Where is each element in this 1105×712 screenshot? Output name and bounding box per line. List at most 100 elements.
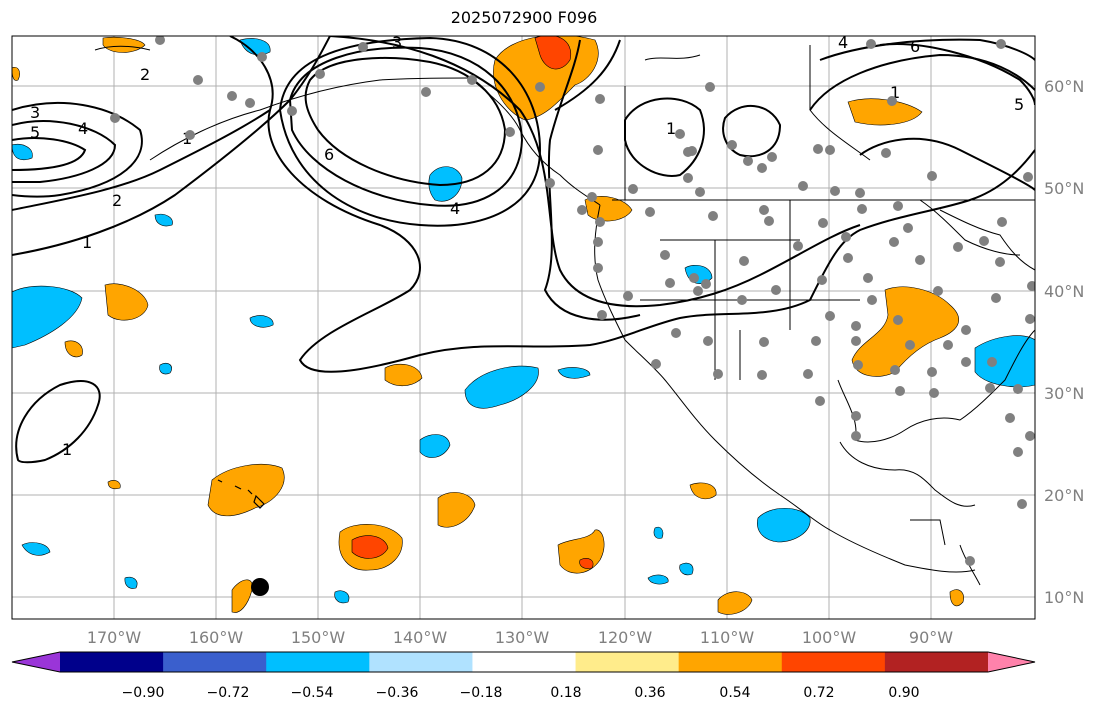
anomaly-patch — [647, 574, 669, 585]
lon-label: 90°W — [909, 628, 953, 647]
contour-label: 4 — [78, 119, 88, 138]
colorbar-tick-label: −0.54 — [291, 685, 334, 701]
anomaly-patch — [384, 363, 423, 387]
contours — [12, 36, 1035, 464]
colorbar-outline — [11, 651, 1036, 673]
colorbar-tick-label: −0.72 — [207, 685, 250, 701]
contour-label: 1 — [62, 440, 72, 459]
lat-label: 20°N — [1044, 486, 1084, 505]
contour-line — [15, 380, 101, 464]
contour-line — [554, 39, 621, 111]
lon-label: 120°W — [598, 628, 653, 647]
lon-label: 160°W — [189, 628, 244, 647]
lat-label: 10°N — [1044, 588, 1084, 607]
colorbar-tick-label: 0.18 — [550, 685, 581, 701]
anomaly-patch — [107, 480, 121, 490]
anomaly-patch — [717, 591, 753, 615]
lon-label: 130°W — [495, 628, 550, 647]
colorbar-tick-label: −0.18 — [460, 685, 503, 701]
lat-label: 50°N — [1044, 179, 1084, 198]
colorbar-segment — [163, 652, 267, 672]
lon-label: 140°W — [393, 628, 448, 647]
contour-label: 4 — [450, 199, 460, 218]
anomaly-patch — [249, 315, 274, 328]
anomaly-patch — [557, 367, 591, 379]
colorbar-tick-labels: −0.90 −0.72 −0.54 −0.36 −0.18 0.18 0.36 … — [122, 685, 920, 701]
negative-anomaly-shading — [12, 38, 1035, 604]
anomaly-patch — [12, 285, 83, 349]
colorbar-segment — [472, 652, 577, 672]
colorbar-extend-min — [12, 652, 60, 672]
anomaly-patch — [21, 542, 51, 556]
lon-label: 100°W — [802, 628, 857, 647]
map-area — [12, 36, 1035, 619]
anomaly-patch — [207, 463, 285, 517]
contour-label: 1 — [82, 233, 92, 252]
colorbar-extend-max — [988, 652, 1035, 672]
contour-line — [304, 57, 507, 187]
lat-label: 40°N — [1044, 282, 1084, 301]
contour-line — [278, 36, 542, 227]
anomaly-patch — [104, 283, 149, 321]
contour-label: 6 — [324, 145, 334, 164]
longitude-labels: 170°W 160°W 150°W 140°W 130°W 120°W 110°… — [87, 628, 953, 647]
anomaly-patch — [534, 36, 572, 70]
contour-line — [12, 137, 87, 171]
anomaly-patch — [12, 67, 20, 81]
anomaly-patch — [579, 558, 594, 569]
colorbar-segment — [369, 652, 473, 672]
colorbar-segment — [884, 652, 989, 672]
colorbar-tick-label: 0.54 — [719, 685, 750, 701]
contour-line — [859, 137, 1035, 191]
anomaly-patch — [851, 286, 959, 377]
contour-line — [288, 46, 524, 207]
contour-label: 3 — [30, 103, 40, 122]
colorbar-tick-label: 0.36 — [634, 685, 665, 701]
contour-label: 2 — [140, 65, 150, 84]
contour-label: 6 — [910, 37, 920, 56]
anomaly-patch — [102, 36, 146, 53]
colorbar-segment — [575, 652, 680, 672]
colorbar-tick-label: −0.90 — [122, 685, 165, 701]
colorbar-segment — [781, 652, 886, 672]
anomaly-patch — [653, 526, 664, 539]
lat-label: 30°N — [1044, 384, 1084, 403]
anomaly-patch — [351, 535, 389, 559]
anomaly-patch — [464, 365, 539, 409]
hawaii-islands — [217, 479, 265, 509]
anomaly-patch — [689, 482, 717, 500]
map-frame — [11, 35, 1036, 620]
latitude-labels: 60°N 50°N 40°N 30°N 20°N 10°N — [1044, 77, 1084, 607]
anomaly-patch — [949, 589, 964, 607]
contour-line — [819, 38, 1035, 61]
anomaly-patch — [159, 362, 172, 375]
colorbar-segment — [678, 652, 783, 672]
contour-label: 1 — [890, 83, 900, 102]
anomaly-patch — [974, 335, 1035, 388]
contour-line — [809, 53, 1035, 111]
contour-line — [329, 36, 861, 308]
contour-label: 4 — [838, 33, 848, 52]
lon-label: 150°W — [291, 628, 346, 647]
anomaly-patch — [154, 213, 173, 227]
anomaly-patch — [493, 36, 599, 121]
contour-line — [722, 104, 782, 158]
colorbar-tick-label: 0.72 — [803, 685, 834, 701]
contour-label: 2 — [112, 191, 122, 210]
contour-line — [543, 39, 641, 321]
anomaly-patch — [419, 434, 451, 458]
contour-label: 5 — [30, 123, 40, 142]
contour-line — [879, 43, 1035, 106]
contour-line — [12, 36, 331, 256]
positive-anomaly-shading — [12, 36, 964, 615]
contour-line — [12, 120, 117, 183]
anomaly-patch — [64, 340, 83, 358]
contour-label: 5 — [1014, 95, 1024, 114]
anomaly-patch — [757, 508, 811, 543]
anomaly-patch — [239, 38, 271, 56]
station-markers — [110, 36, 1035, 566]
anomaly-patch — [679, 562, 694, 576]
anomaly-patch — [124, 576, 138, 589]
lon-label: 110°W — [700, 628, 755, 647]
